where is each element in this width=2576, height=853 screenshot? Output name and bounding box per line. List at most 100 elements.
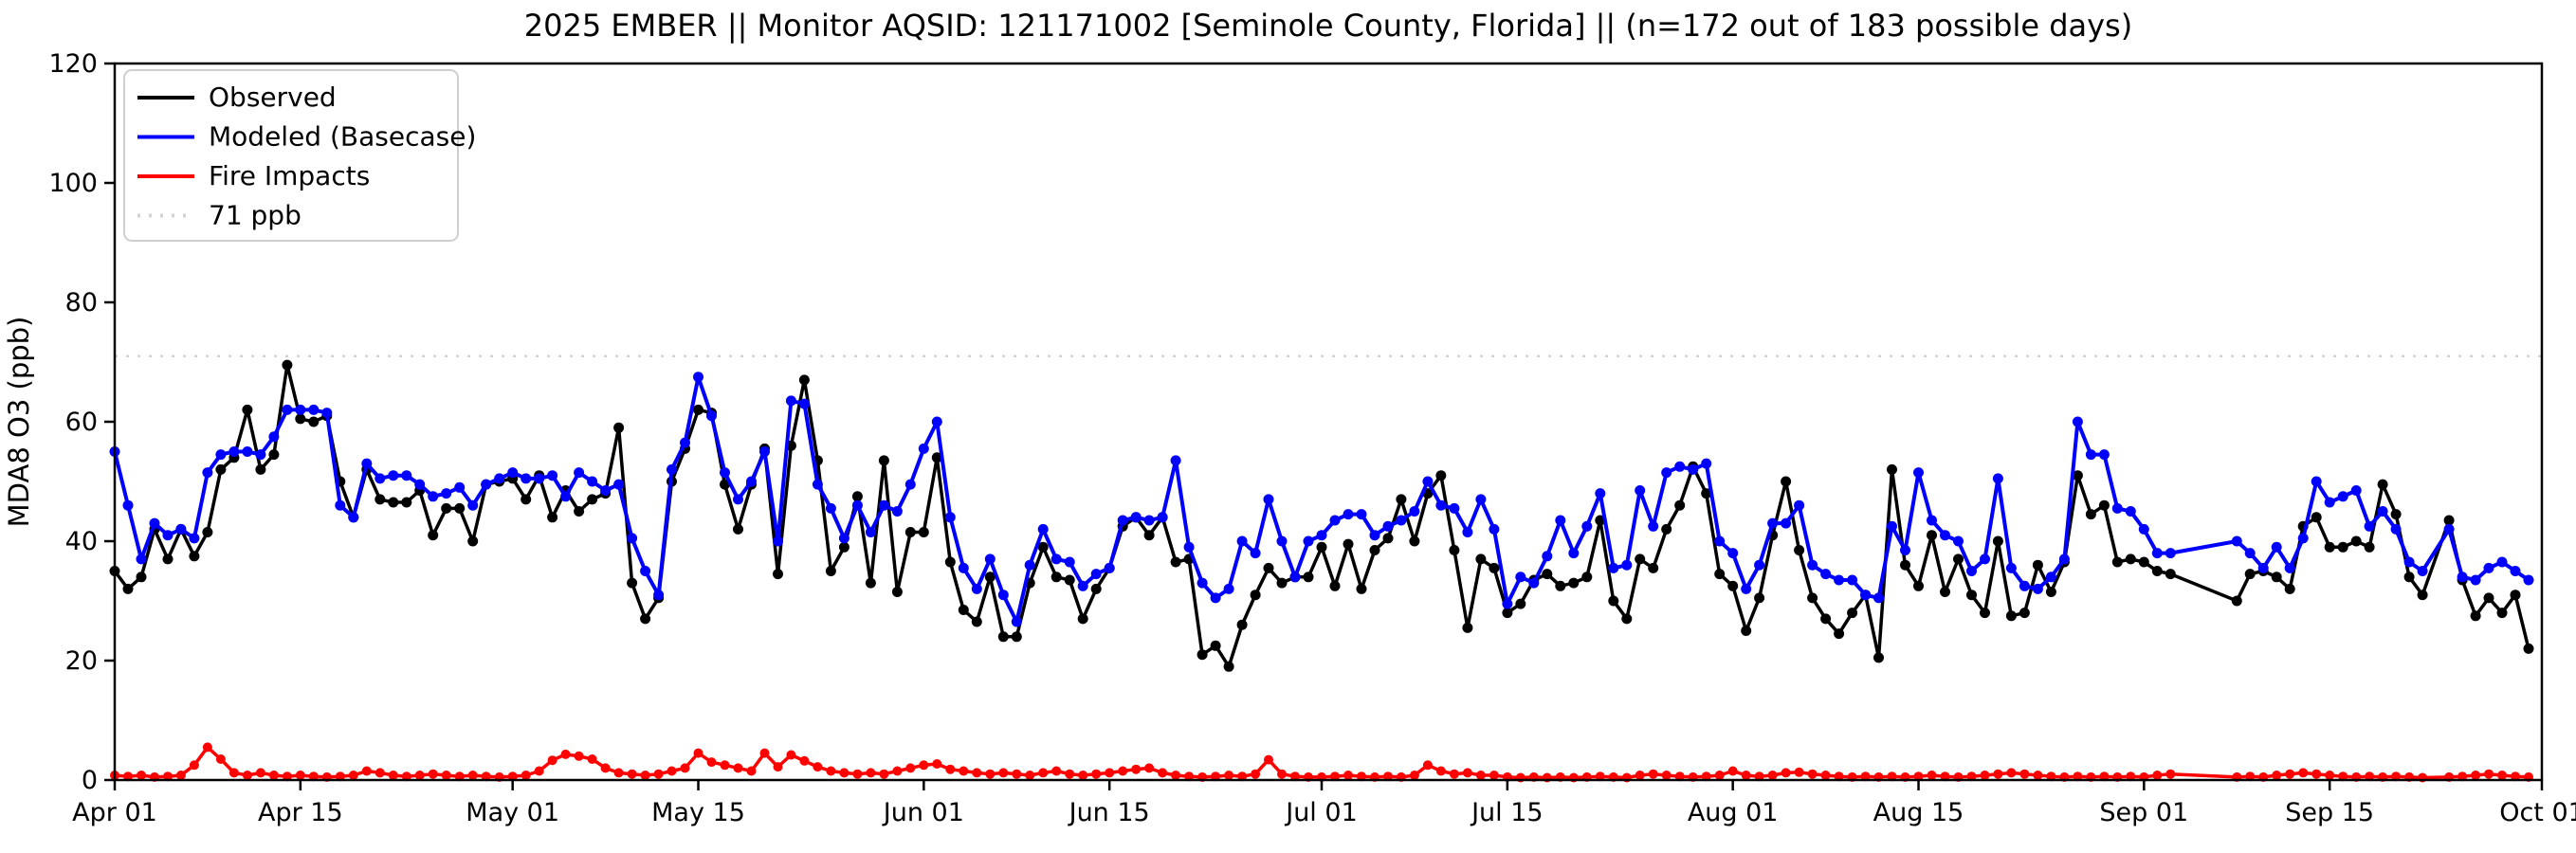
modeled-basecase-point	[1037, 523, 1049, 535]
modeled-basecase-point	[1714, 535, 1726, 547]
modeled-basecase-point	[574, 467, 585, 479]
observed-point	[1170, 556, 1181, 568]
modeled-basecase-point	[1648, 520, 1659, 532]
fire-impacts-point	[706, 757, 717, 768]
modeled-basecase-point	[2510, 566, 2521, 576]
fire-impacts-point	[998, 768, 1009, 778]
y-axis: 0 20 40 60 80 100 120	[48, 49, 115, 795]
modeled-basecase-point	[825, 502, 836, 514]
modeled-basecase-point	[680, 437, 690, 448]
modeled-basecase-point	[1887, 520, 1897, 532]
observed-point	[1197, 649, 1208, 661]
observed-point	[2510, 590, 2521, 601]
observed-point	[1635, 554, 1646, 565]
modeled-basecase-point	[1794, 499, 1805, 511]
fire-impacts-point	[242, 771, 252, 780]
modeled-basecase-point	[613, 479, 625, 490]
fire-impacts-point	[1913, 771, 1924, 782]
observed-point	[1475, 554, 1487, 565]
observed-point	[2005, 610, 2017, 622]
observed-point	[1608, 595, 1619, 607]
fire-impacts-point	[1422, 760, 1433, 771]
modeled-basecase-point	[2324, 497, 2335, 508]
modeled-basecase-point	[2496, 556, 2508, 568]
observed-point	[891, 587, 903, 597]
fire-impacts-point	[2457, 771, 2468, 782]
observed-point	[1250, 590, 1261, 601]
fire-impacts-point	[1860, 771, 1871, 782]
modeled-basecase-point	[1528, 577, 1540, 589]
observed-point	[2151, 566, 2163, 576]
modeled-basecase-point	[136, 554, 147, 565]
modeled-basecase-point	[1966, 566, 1977, 576]
modeled-basecase-point	[2483, 562, 2494, 573]
modeled-basecase-point	[321, 408, 333, 419]
observed-point	[2125, 554, 2136, 565]
fire-impacts-point	[985, 769, 996, 779]
fire-impacts-point	[414, 771, 425, 780]
observed-point	[189, 551, 200, 562]
observed-point	[1462, 622, 1473, 633]
fire-impacts-point	[1767, 771, 1778, 780]
modeled-basecase-point	[175, 523, 187, 535]
modeled-basecase-point	[1462, 527, 1473, 537]
modeled-basecase-point	[1555, 515, 1566, 526]
observed-series	[109, 359, 2534, 672]
modeled-basecase-point	[944, 512, 956, 523]
y-axis-label: MDA8 O3 (ppb)	[3, 317, 35, 528]
observed-point	[2165, 569, 2176, 580]
observed-point	[1316, 541, 1327, 553]
observed-point	[2417, 590, 2428, 601]
observed-point	[1090, 583, 1102, 594]
modeled-basecase-point	[308, 404, 320, 415]
fire-impacts-point	[202, 742, 212, 753]
modeled-basecase-point	[1860, 590, 1872, 601]
fire-impacts-point	[361, 766, 372, 776]
modeled-basecase-point	[1581, 520, 1593, 532]
fire-impacts-point	[945, 764, 956, 774]
fire-impacts-point	[1834, 771, 1844, 782]
fire-impacts-point	[348, 771, 358, 780]
legend: Observed Modeled (Basecase) Fire Impacts 71…	[123, 69, 476, 242]
modeled-basecase-point	[1992, 473, 2003, 484]
observed-point	[1807, 592, 1818, 604]
fire-impacts-point	[137, 771, 146, 780]
fire-impacts-point	[574, 751, 584, 761]
modeled-basecase-point	[521, 473, 532, 484]
fire-impacts-point	[1091, 769, 1102, 779]
modeled-basecase-point	[414, 479, 426, 490]
observed-point	[1701, 488, 1712, 499]
modeled-basecase-point	[1197, 577, 1208, 589]
fire-impacts-point	[1794, 767, 1804, 777]
legend-label-observed: Observed	[209, 82, 337, 113]
observed-point	[2364, 541, 2375, 553]
fire-impacts-series	[110, 742, 2533, 783]
y-tick-label: 120	[48, 49, 98, 79]
fire-impacts-point	[680, 763, 690, 773]
fire-impacts-point	[2073, 771, 2083, 782]
observed-point	[2111, 556, 2123, 568]
observed-point	[388, 497, 399, 508]
fire-impacts-point	[175, 771, 186, 780]
observed-point	[931, 452, 942, 463]
modeled-basecase-point	[122, 499, 134, 511]
fire-impacts-point	[1966, 771, 1977, 782]
modeled-basecase-point	[2364, 520, 2375, 532]
modeled-basecase-point	[1117, 515, 1128, 526]
modeled-basecase-point	[918, 443, 929, 454]
modeled-basecase-point	[1369, 530, 1380, 541]
fire-impacts-point	[720, 760, 730, 771]
fire-impacts-point	[627, 769, 637, 779]
observed-point	[2244, 569, 2256, 580]
modeled-basecase-point	[1940, 530, 1950, 541]
modeled-basecase-point	[1542, 551, 1553, 562]
fire-impacts-point	[1820, 771, 1831, 780]
fire-impacts-point	[1727, 766, 1738, 776]
modeled-basecase-point	[1515, 572, 1526, 583]
observed-point	[122, 583, 134, 594]
fire-impacts-point	[1264, 754, 1273, 765]
fire-impacts-point	[866, 768, 876, 778]
modeled-basecase-point	[1621, 559, 1633, 571]
observed-point	[2324, 541, 2335, 553]
